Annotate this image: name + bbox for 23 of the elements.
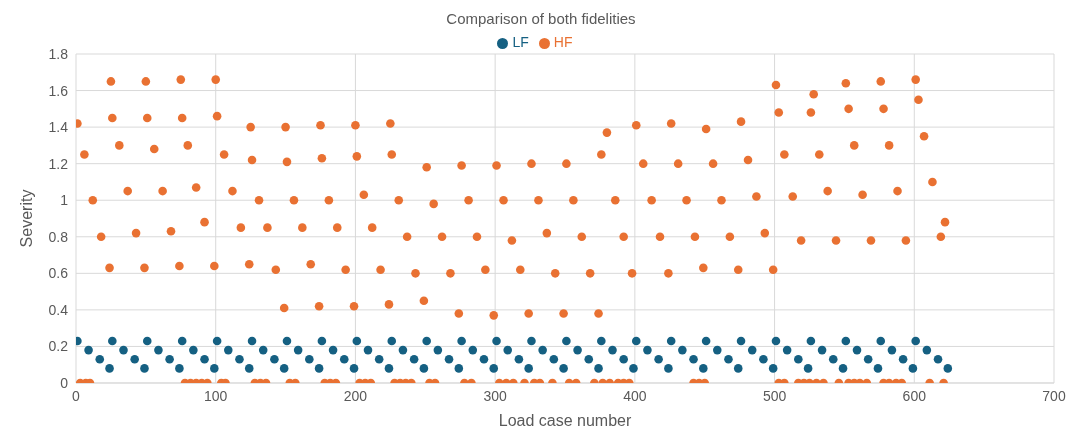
y-tick-label: 1.8 <box>48 45 69 62</box>
y-tick-label: 1.6 <box>48 82 69 99</box>
x-tick-label: 0 <box>72 387 81 404</box>
x-axis-title: Load case number <box>498 412 632 430</box>
y-tick-label: 0.4 <box>48 301 69 318</box>
y-tick-label: 1.2 <box>48 155 69 172</box>
x-tick-label: 400 <box>623 387 647 404</box>
legend-label: HF <box>553 34 573 50</box>
y-tick-label: 0.2 <box>48 338 69 355</box>
x-tick-label: 300 <box>483 387 508 404</box>
x-tick-label: 100 <box>204 387 228 404</box>
y-tick-label: 1 <box>60 192 69 209</box>
y-axis-title: Severity <box>17 189 35 248</box>
y-tick-label: 0.6 <box>48 265 69 282</box>
x-tick-label: 600 <box>902 387 927 404</box>
x-tick-label: 200 <box>343 387 368 404</box>
y-tick-label: 0.8 <box>48 228 69 245</box>
chart-title: Comparison of both fidelities <box>445 9 637 29</box>
x-tick-label: 700 <box>1042 387 1066 404</box>
y-tick-label: 0 <box>60 374 69 391</box>
y-tick-label: 1.4 <box>48 119 69 136</box>
legend-label: LF <box>512 34 529 50</box>
x-tick-label: 500 <box>762 387 787 404</box>
